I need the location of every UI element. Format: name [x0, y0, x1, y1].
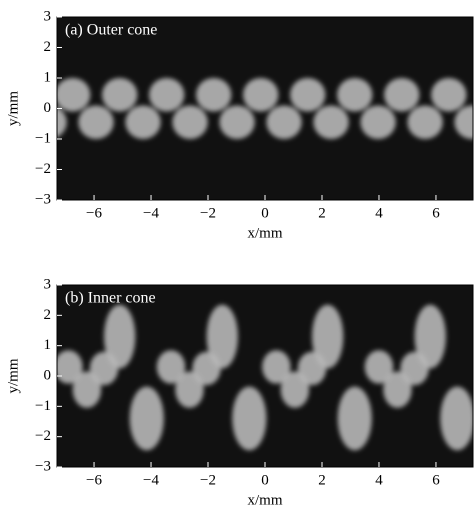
y-tick-label: 3	[44, 8, 52, 24]
speckle-spot	[232, 386, 267, 451]
x-tick-label: −2	[200, 472, 216, 488]
y-tick-label: −3	[35, 458, 51, 474]
speckle-spot	[407, 105, 443, 139]
x-tick-label: 2	[318, 472, 326, 488]
x-tick-label: −2	[200, 205, 216, 221]
y-tick-label: 1	[44, 337, 52, 353]
x-tick-label: 4	[375, 472, 383, 488]
y-tick-label: 1	[44, 69, 52, 85]
y-axis-label: y/mm	[5, 91, 21, 126]
speckle-spot	[206, 304, 238, 369]
speckle-spot	[219, 105, 255, 139]
speckle-spot	[313, 105, 349, 139]
speckle-spot	[280, 371, 310, 408]
speckle-spot	[125, 105, 161, 139]
speckle-spot	[149, 78, 185, 112]
speckle-spot	[290, 78, 326, 112]
x-axis-label: x/mm	[247, 225, 282, 241]
speckle-spot	[57, 107, 67, 138]
y-tick-label: −3	[35, 191, 51, 207]
speckle-spot	[172, 105, 208, 139]
x-tick-label: 4	[375, 205, 383, 221]
x-tick-label: −6	[86, 205, 102, 221]
speckle-spot	[364, 350, 394, 384]
y-tick-label: −1	[35, 130, 51, 146]
image-content	[57, 78, 473, 139]
speckle-spot	[196, 78, 232, 112]
y-tick-label: −2	[35, 428, 51, 444]
speckle-spot	[384, 78, 420, 112]
speckle-spot	[262, 350, 291, 384]
panel-title: (a) Outer cone	[65, 22, 157, 39]
x-tick-label: −6	[86, 472, 102, 488]
speckle-spot	[383, 371, 412, 408]
y-tick-label: 0	[44, 100, 52, 116]
x-tick-label: 6	[432, 472, 440, 488]
speckle-spot	[78, 105, 114, 139]
x-tick-label: 2	[318, 205, 326, 221]
panel-title: (b) Inner cone	[65, 290, 156, 307]
y-tick-label: −2	[35, 161, 51, 177]
speckle-spot	[156, 350, 186, 384]
speckle-spot	[440, 386, 473, 451]
y-tick-label: 3	[44, 276, 52, 292]
y-tick-label: −1	[35, 398, 51, 414]
speckle-spot	[57, 350, 83, 384]
y-axis-label: y/mm	[5, 358, 21, 393]
speckle-spot	[337, 386, 372, 451]
speckle-spot	[414, 304, 446, 369]
y-tick-label: 2	[44, 307, 52, 323]
speckle-spot	[243, 78, 279, 112]
speckle-spot	[360, 105, 396, 139]
x-tick-label: −4	[143, 205, 159, 221]
speckle-spot	[431, 78, 467, 112]
y-tick-label: 0	[44, 367, 52, 383]
speckle-spot	[175, 371, 204, 408]
speckle-spot	[337, 78, 373, 112]
speckle-spot	[312, 304, 344, 369]
image-content	[57, 304, 473, 451]
x-axis-label: x/mm	[247, 492, 282, 508]
speckle-spot	[266, 105, 302, 139]
speckle-spot	[72, 371, 102, 408]
speckle-spot	[102, 78, 138, 112]
y-tick-label: 2	[44, 39, 52, 55]
x-tick-label: 6	[432, 205, 440, 221]
speckle-spot	[57, 78, 91, 112]
speckle-spot	[104, 304, 136, 369]
x-tick-label: −4	[143, 472, 159, 488]
x-tick-label: 0	[261, 472, 269, 488]
speckle-spot	[129, 386, 164, 451]
x-tick-label: 0	[261, 205, 269, 221]
speckle-spot	[454, 105, 473, 139]
